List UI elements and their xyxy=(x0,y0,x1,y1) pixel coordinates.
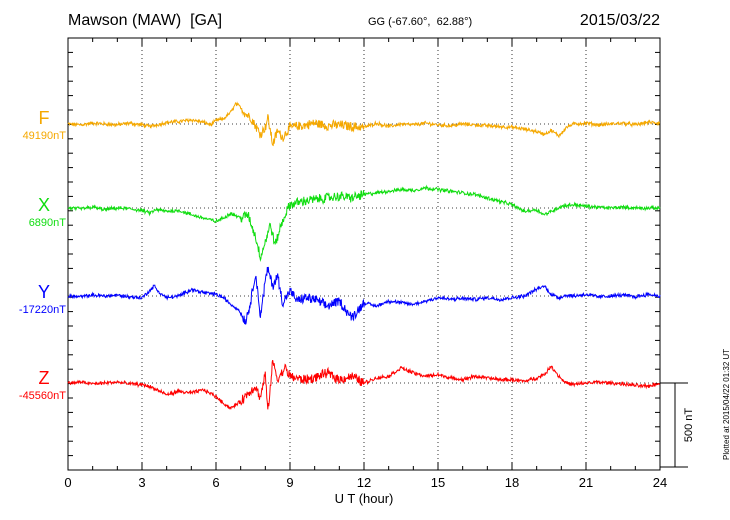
x-tick-label: 3 xyxy=(138,475,145,490)
x-tick-label: 24 xyxy=(653,475,667,490)
component-label-x: X xyxy=(37,195,50,215)
x-tick-label: 6 xyxy=(212,475,219,490)
station-title: Mawson (MAW) [GA] xyxy=(68,12,223,29)
x-tick-label: 15 xyxy=(431,475,445,490)
series-line-y xyxy=(67,266,661,325)
component-label-f: F xyxy=(38,108,50,128)
chart-date: 2015/03/22 xyxy=(579,12,660,29)
plotted-timestamp: Plotted at 2015/04/22 01:32 UT xyxy=(722,348,730,460)
scale-bar-label: 500 nT xyxy=(683,408,695,443)
geographic-coordinates: GG (-67.60°, 62.88°) xyxy=(368,16,473,28)
x-tick-label: 9 xyxy=(286,475,293,490)
baseline-label-f: 49190nT xyxy=(22,130,66,142)
baseline-label-y: -17220nT xyxy=(18,304,66,316)
x-axis-label: U T (hour) xyxy=(335,491,394,506)
series-line-z xyxy=(67,359,661,410)
x-tick-label: 21 xyxy=(579,475,593,490)
series-line-f xyxy=(67,101,661,147)
component-label-y: Y xyxy=(37,282,50,302)
x-tick-label: 18 xyxy=(505,475,519,490)
x-tick-label: 0 xyxy=(64,475,71,490)
baseline-label-x: 6890nT xyxy=(28,217,66,229)
component-label-z: Z xyxy=(38,368,50,388)
series-line-x xyxy=(67,184,661,263)
x-tick-label: 12 xyxy=(357,475,371,490)
baseline-label-z: -45560nT xyxy=(18,390,66,402)
